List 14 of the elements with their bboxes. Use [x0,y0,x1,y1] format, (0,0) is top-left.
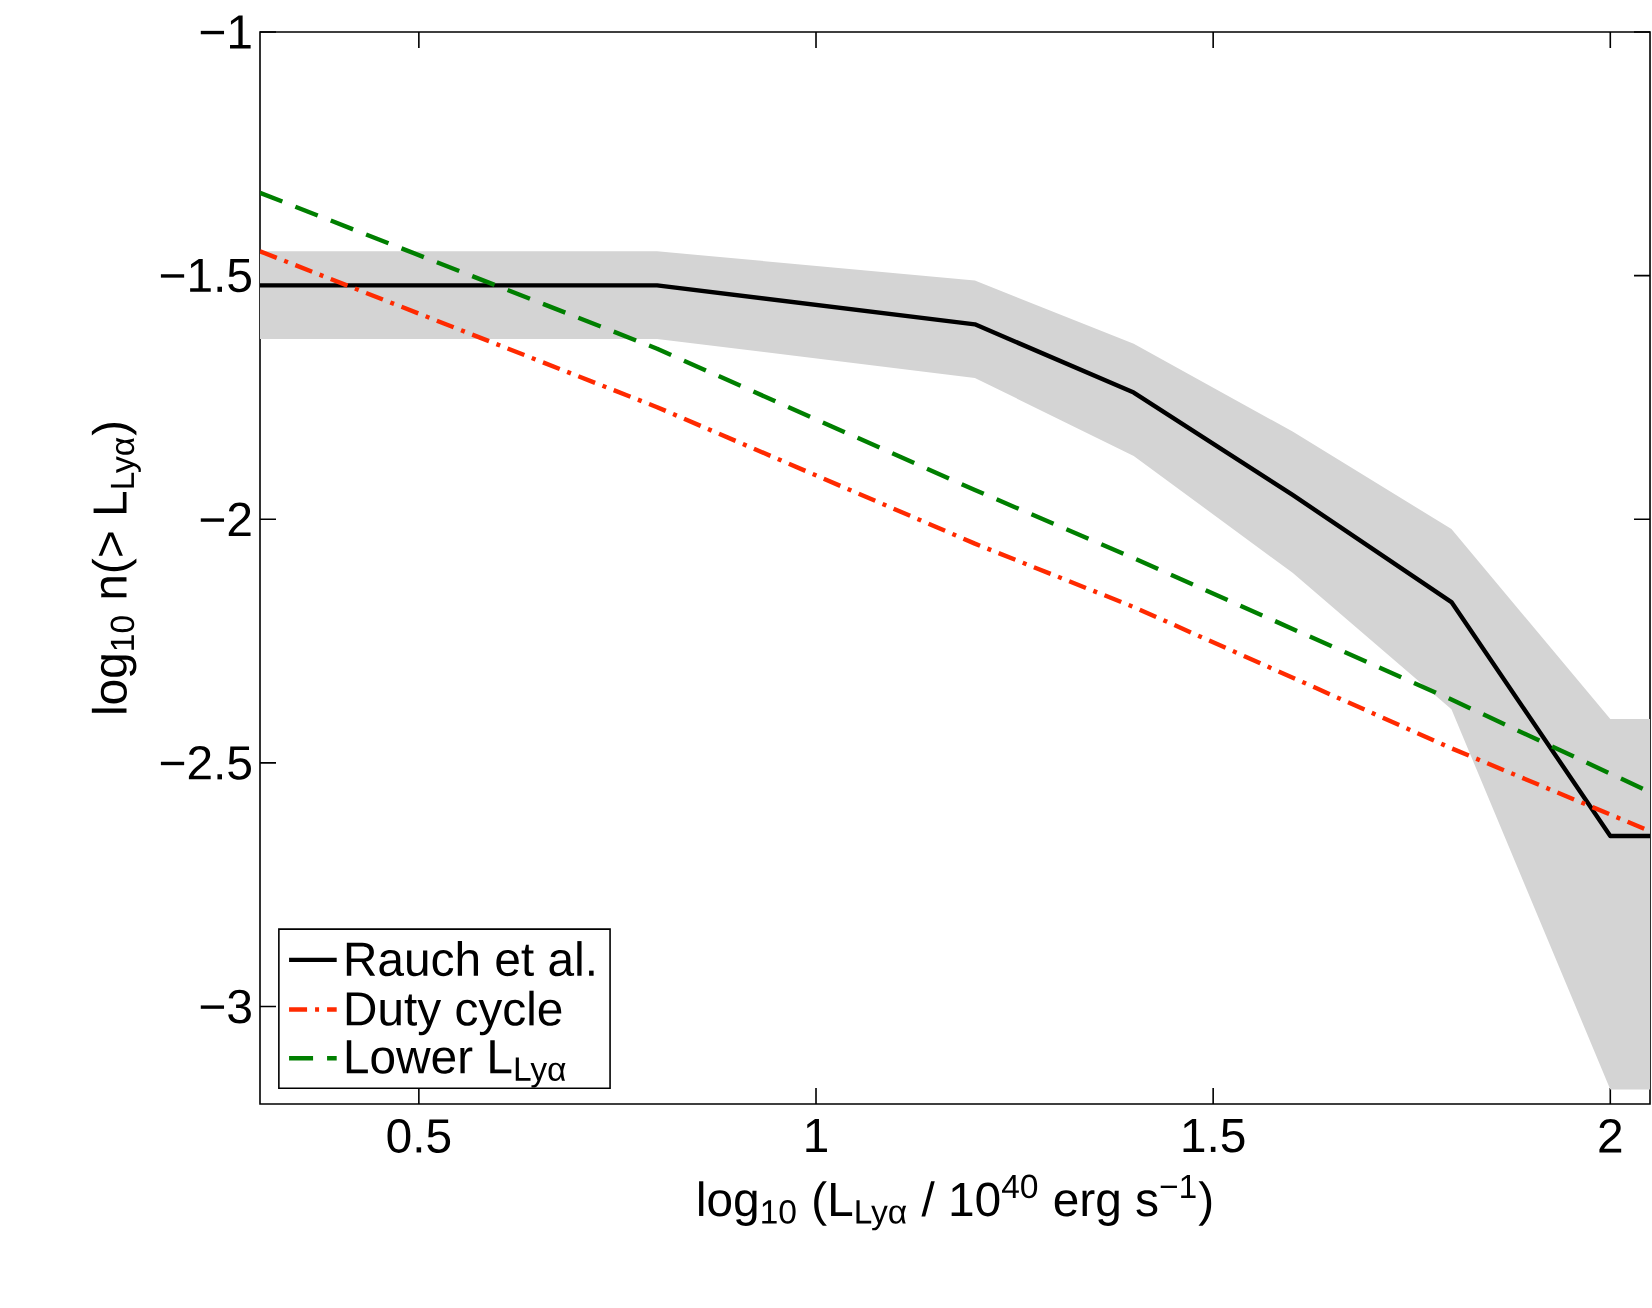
x-tick-label: 1 [806,1119,827,1152]
legend-label: Lower L$_{Lyα}$ [346,1040,566,1088]
legend-label: Rauch et al. [346,941,594,977]
text: log$_{10}$ (L$_{Lyα}$ / 10$^{40}$ erg s$^{−1}$) [699,1174,1212,1231]
y-tick-label: −2 [200,502,251,536]
y-tick-label: −3 [200,989,251,1024]
y-tick-label: −1 [200,15,251,49]
y-tick-label: −2.5 [160,745,251,780]
x-tick-label: 0.5 [387,1119,451,1153]
y-tick-label: −1.5 [160,258,251,293]
x-tick-label: 1.5 [1183,1119,1245,1153]
y-axis-title: log$_{10}$ n(> L$_{Lyα}$) [91,422,141,713]
x-tick-label: 2 [1599,1119,1622,1153]
legend-label: Duty cycle [346,990,562,1036]
